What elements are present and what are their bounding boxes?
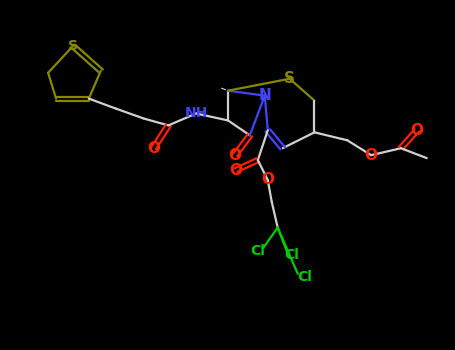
Text: O: O	[410, 123, 423, 138]
Text: S: S	[284, 71, 295, 86]
Text: O: O	[229, 162, 243, 177]
Text: NH: NH	[185, 106, 208, 120]
Text: O: O	[364, 148, 378, 163]
Text: O: O	[147, 141, 160, 156]
Text: Cl: Cl	[284, 248, 299, 262]
Text: Cl: Cl	[297, 270, 312, 284]
Text: O: O	[228, 148, 242, 163]
Text: N: N	[258, 88, 271, 103]
Text: O: O	[261, 173, 274, 188]
Text: S: S	[68, 39, 78, 53]
Text: Cl: Cl	[250, 244, 265, 258]
